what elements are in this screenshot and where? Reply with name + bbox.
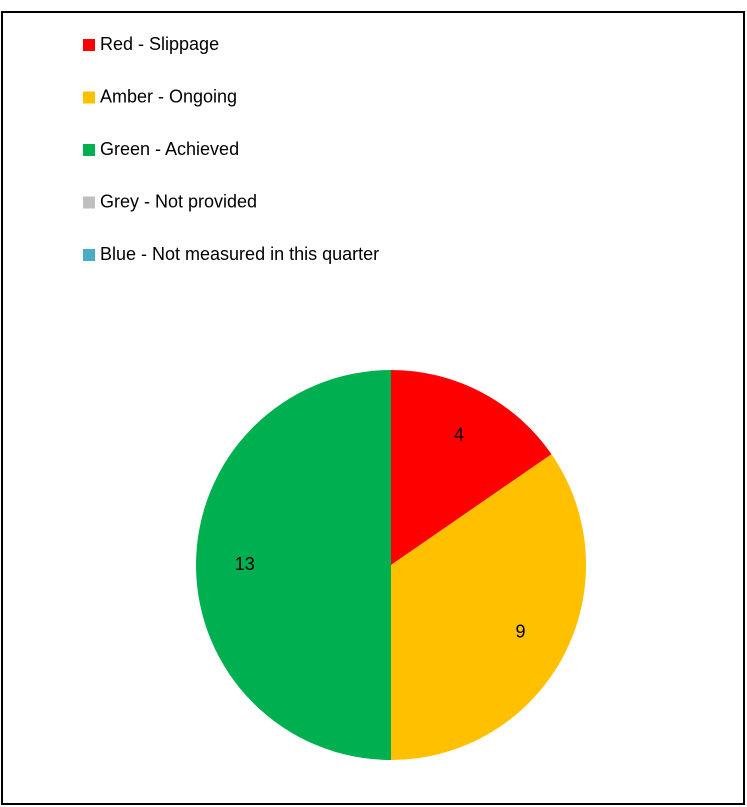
legend-label: Red - Slippage xyxy=(100,34,219,54)
legend-label: Amber - Ongoing xyxy=(100,86,237,106)
pie-slice xyxy=(391,454,586,760)
legend-label: Blue - Not measured in this quarter xyxy=(100,244,379,264)
data-label: 13 xyxy=(235,554,255,574)
pie-slice xyxy=(196,370,391,760)
data-label: 4 xyxy=(454,424,464,444)
data-label: 9 xyxy=(515,622,525,642)
legend-swatch xyxy=(83,144,95,156)
pie-slice xyxy=(391,370,552,565)
legend-label: Green - Achieved xyxy=(100,139,239,159)
legend-label: Grey - Not provided xyxy=(100,191,257,211)
legend-swatch xyxy=(83,196,95,209)
legend-swatch xyxy=(83,249,95,261)
legend-swatch xyxy=(83,39,95,51)
legend-swatch xyxy=(83,91,95,104)
